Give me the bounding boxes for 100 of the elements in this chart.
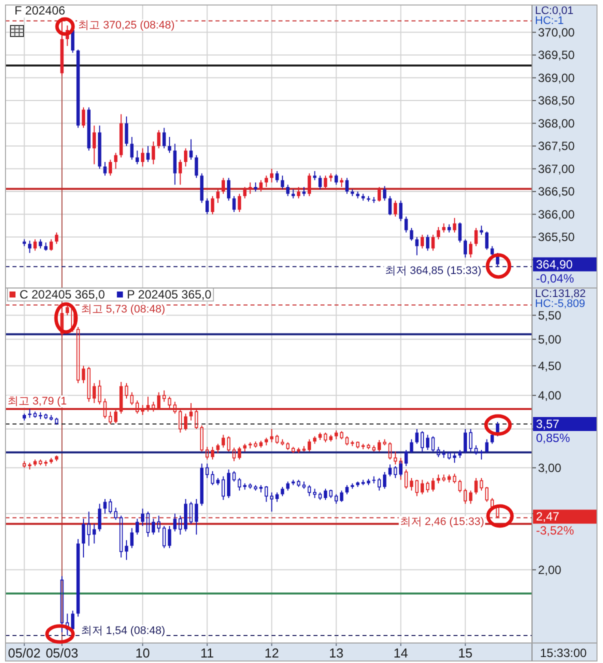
candlestick [302,186,306,197]
candlestick [420,479,424,495]
y-tick-label: 367,00 [538,162,576,176]
candlestick [178,159,182,186]
candlestick [415,428,419,444]
candlestick [296,186,300,199]
candlestick [119,515,123,558]
candlestick [114,152,118,170]
candlestick [480,225,484,236]
candlestick [194,154,198,178]
x-tick-label: 05/03 [46,646,78,660]
y-tick-label: 2,00 [538,562,562,577]
candlestick [130,136,134,160]
candlestick [136,150,139,165]
candlestick [162,390,166,402]
candlestick [474,227,478,247]
candlestick [194,498,198,536]
candlestick [178,515,182,536]
x-tick-label: 15 [458,646,473,660]
candlestick [92,523,96,544]
x-tick-label: 13 [329,646,344,660]
candlestick [243,186,246,199]
text: HC:-5,809 [535,298,586,310]
candlestick [98,380,102,405]
candlestick [431,234,435,252]
candlestick [33,238,37,252]
y-tick-label: 370,00 [538,25,576,40]
text: 3,57 [536,417,560,432]
candlestick [227,177,230,202]
candlestick [238,446,242,460]
y-tick-label: 367,50 [538,139,576,154]
legend-label: C 202405 365,0 [20,288,106,302]
candlestick [378,186,381,202]
candlestick [436,226,440,240]
candlestick [98,503,102,532]
candlestick [54,232,58,244]
ref-line-label: 최저 2,46 (15:33) [400,516,484,528]
candlestick [340,490,344,502]
candlestick [474,478,478,495]
candlestick [28,240,32,254]
candlestick [485,231,488,250]
candlestick [469,490,472,504]
candlestick [490,246,494,257]
candlestick [382,472,386,490]
candlestick [216,188,220,204]
candlestick [206,198,209,215]
candlestick [286,184,290,197]
candlestick [270,428,274,443]
candlestick [50,238,53,252]
ref-line-label: 최저 364,85 (15:33) [384,265,482,278]
y-tick-label: 368,00 [538,116,576,130]
candlestick [292,188,295,199]
x-axis-title: 15:33:00 [540,646,588,660]
candlestick [87,511,91,546]
candlestick [82,365,86,384]
x-tick-label: 12 [264,646,279,660]
candlestick [248,182,252,194]
x-tick-label: 10 [135,646,150,660]
candlestick [286,481,290,492]
ref-line-label: 최저 1,54 (08:48) [80,625,166,638]
candlestick [157,515,160,533]
candlestick [464,428,467,454]
candlestick [173,513,177,532]
candlestick [136,518,139,536]
candlestick [404,216,408,233]
candlestick [130,528,134,549]
y-tick-label: 5,00 [538,332,562,346]
candlestick [140,508,144,527]
candlestick [162,127,166,149]
ref-line-label: 최고 5,73 (08:48) [80,303,166,316]
candlestick [157,130,160,149]
candlestick [404,449,408,467]
candlestick [222,434,225,448]
y-tick-label: 369,00 [538,70,576,85]
ref-line-label: 최고 370,25 (08:48) [78,19,175,32]
candlestick [254,182,258,192]
candlestick [92,382,96,404]
candlestick [431,478,435,492]
candlestick [184,413,188,431]
candlestick [270,168,274,183]
y-tick-label: 3,00 [538,460,562,475]
candlestick [259,180,263,192]
candlestick [394,451,398,465]
text: 2,47 [536,510,560,524]
candlestick [334,174,338,186]
y-tick-label: 369,50 [538,48,576,62]
candlestick [324,488,328,500]
text: 364,90 [536,257,574,272]
candlestick [152,140,156,165]
candlestick [345,177,349,194]
text: -0,04% [536,271,574,286]
y-tick-label: 368,50 [538,94,576,108]
candlestick [82,106,86,128]
candlestick [108,159,112,176]
candlestick [140,148,144,168]
candlestick [410,478,414,492]
candlestick [464,238,467,258]
candlestick [410,227,414,242]
text: 0,85% [536,431,570,446]
candlestick [146,396,150,412]
